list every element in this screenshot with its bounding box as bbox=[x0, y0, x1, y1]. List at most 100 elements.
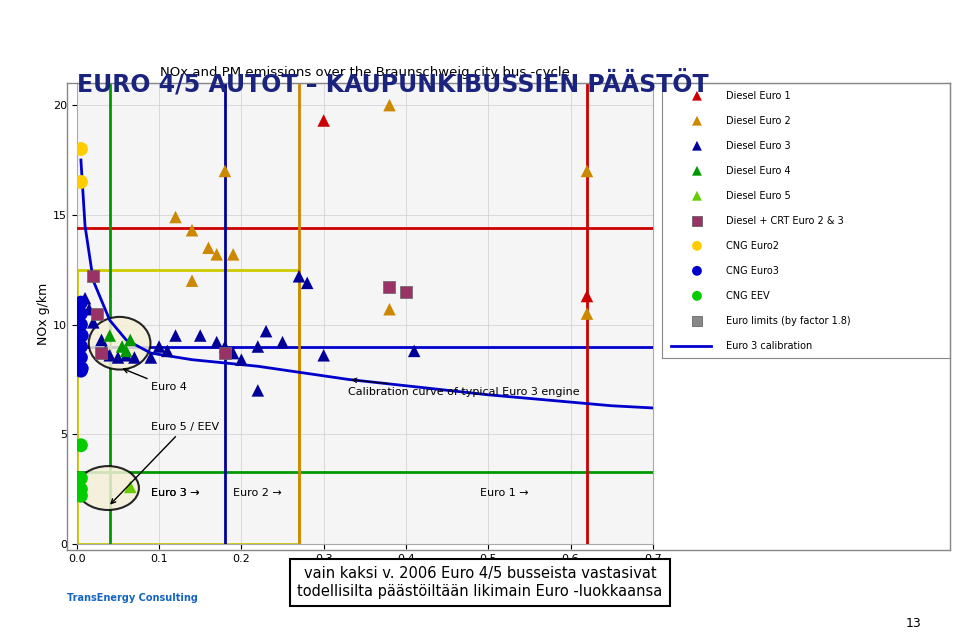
Point bbox=[689, 291, 705, 301]
Point bbox=[159, 346, 175, 356]
Text: Diesel + CRT Euro 2 & 3: Diesel + CRT Euro 2 & 3 bbox=[726, 216, 844, 226]
Text: Diesel Euro 5: Diesel Euro 5 bbox=[726, 191, 790, 201]
Text: TEC: TEC bbox=[12, 591, 45, 606]
Point bbox=[110, 353, 126, 363]
Point bbox=[73, 353, 88, 363]
Point bbox=[143, 353, 158, 363]
Point bbox=[579, 291, 594, 301]
Point bbox=[217, 166, 232, 176]
Point bbox=[193, 330, 208, 340]
Point bbox=[689, 116, 705, 126]
Point bbox=[300, 278, 315, 288]
Text: Euro 3 →: Euro 3 → bbox=[151, 488, 200, 498]
Point bbox=[316, 115, 331, 125]
Point bbox=[118, 346, 133, 356]
Point bbox=[123, 482, 138, 492]
Ellipse shape bbox=[77, 466, 139, 510]
Ellipse shape bbox=[88, 317, 151, 369]
Point bbox=[579, 308, 594, 319]
Title: NOx and PM emissions over the Braunschweig city bus -cycle: NOx and PM emissions over the Braunschwe… bbox=[160, 67, 569, 79]
Point bbox=[689, 241, 705, 251]
Point bbox=[689, 266, 705, 276]
Point bbox=[73, 440, 88, 451]
Point bbox=[226, 249, 241, 259]
Point bbox=[73, 308, 88, 319]
Point bbox=[251, 385, 266, 396]
Text: Diesel Euro 1: Diesel Euro 1 bbox=[726, 91, 790, 100]
Point bbox=[127, 353, 142, 363]
Point bbox=[98, 346, 113, 356]
Text: Euro 3 calibration: Euro 3 calibration bbox=[726, 341, 812, 351]
Point bbox=[184, 225, 200, 236]
Point bbox=[89, 308, 105, 319]
Point bbox=[73, 298, 88, 308]
Point bbox=[73, 341, 88, 351]
Point bbox=[94, 348, 109, 358]
Point bbox=[209, 337, 225, 348]
Point bbox=[382, 100, 397, 110]
Point bbox=[406, 346, 421, 356]
Point bbox=[73, 491, 88, 501]
Point bbox=[689, 166, 705, 176]
Text: vain kaksi v. 2006 Euro 4/5 busseista vastasivat
todellisilta päästöiltään likim: vain kaksi v. 2006 Euro 4/5 busseista va… bbox=[298, 566, 662, 598]
Point bbox=[184, 276, 200, 286]
Point bbox=[217, 348, 232, 358]
Point bbox=[74, 330, 89, 340]
Text: Diesel Euro 3: Diesel Euro 3 bbox=[726, 141, 790, 151]
Point bbox=[168, 212, 183, 222]
Text: CNG EEV: CNG EEV bbox=[726, 291, 769, 301]
Point bbox=[201, 243, 216, 253]
Point bbox=[73, 319, 88, 330]
Point bbox=[123, 335, 138, 345]
Point bbox=[291, 271, 306, 282]
Bar bbox=[77, 269, 299, 544]
Point bbox=[94, 335, 109, 345]
Point bbox=[78, 293, 93, 303]
Point bbox=[168, 330, 183, 340]
Point bbox=[258, 326, 274, 336]
Point bbox=[85, 317, 101, 328]
Point bbox=[398, 287, 414, 297]
Text: Euro 2 →: Euro 2 → bbox=[233, 488, 282, 498]
Point bbox=[275, 337, 290, 348]
Point bbox=[85, 271, 101, 282]
X-axis label: PM g/km: PM g/km bbox=[338, 569, 392, 582]
Point bbox=[579, 166, 594, 176]
Point bbox=[74, 364, 89, 374]
Point bbox=[689, 216, 705, 226]
Text: Euro 4: Euro 4 bbox=[124, 369, 187, 392]
Point bbox=[73, 484, 88, 494]
Point bbox=[233, 355, 249, 365]
Text: Euro 1 →: Euro 1 → bbox=[480, 488, 529, 498]
Point bbox=[73, 473, 88, 483]
Point bbox=[73, 144, 88, 154]
Point bbox=[226, 348, 241, 358]
Point bbox=[217, 341, 232, 351]
Text: CNG Euro3: CNG Euro3 bbox=[726, 266, 779, 276]
Text: Euro 3 →: Euro 3 → bbox=[151, 488, 200, 498]
Point bbox=[689, 191, 705, 201]
Y-axis label: NOx g/km: NOx g/km bbox=[37, 282, 50, 345]
Point bbox=[209, 249, 225, 259]
Text: Calibration curve of typical Euro 3 engine: Calibration curve of typical Euro 3 engi… bbox=[348, 378, 580, 397]
Text: Euro 5 / EEV: Euro 5 / EEV bbox=[111, 422, 219, 504]
Point bbox=[73, 365, 88, 376]
Text: CNG Euro2: CNG Euro2 bbox=[726, 241, 779, 251]
Point bbox=[102, 330, 117, 340]
Point bbox=[382, 304, 397, 314]
Point bbox=[316, 350, 331, 360]
Point bbox=[382, 282, 397, 292]
Text: 13: 13 bbox=[906, 617, 922, 630]
Point bbox=[689, 141, 705, 151]
Text: Diesel Euro 4: Diesel Euro 4 bbox=[726, 166, 790, 176]
Point bbox=[251, 341, 266, 351]
Point bbox=[689, 91, 705, 101]
Text: EURO 4/5 AUTOT – KAUPUNKIBUSSIEN PÄÄSTÖT: EURO 4/5 AUTOT – KAUPUNKIBUSSIEN PÄÄSTÖT bbox=[77, 70, 708, 97]
Point bbox=[73, 177, 88, 187]
Point bbox=[102, 350, 117, 360]
Point bbox=[118, 350, 133, 360]
Point bbox=[689, 316, 705, 326]
Text: TransEnergy Consulting: TransEnergy Consulting bbox=[67, 593, 198, 604]
Point bbox=[82, 304, 97, 314]
Point bbox=[152, 341, 167, 351]
